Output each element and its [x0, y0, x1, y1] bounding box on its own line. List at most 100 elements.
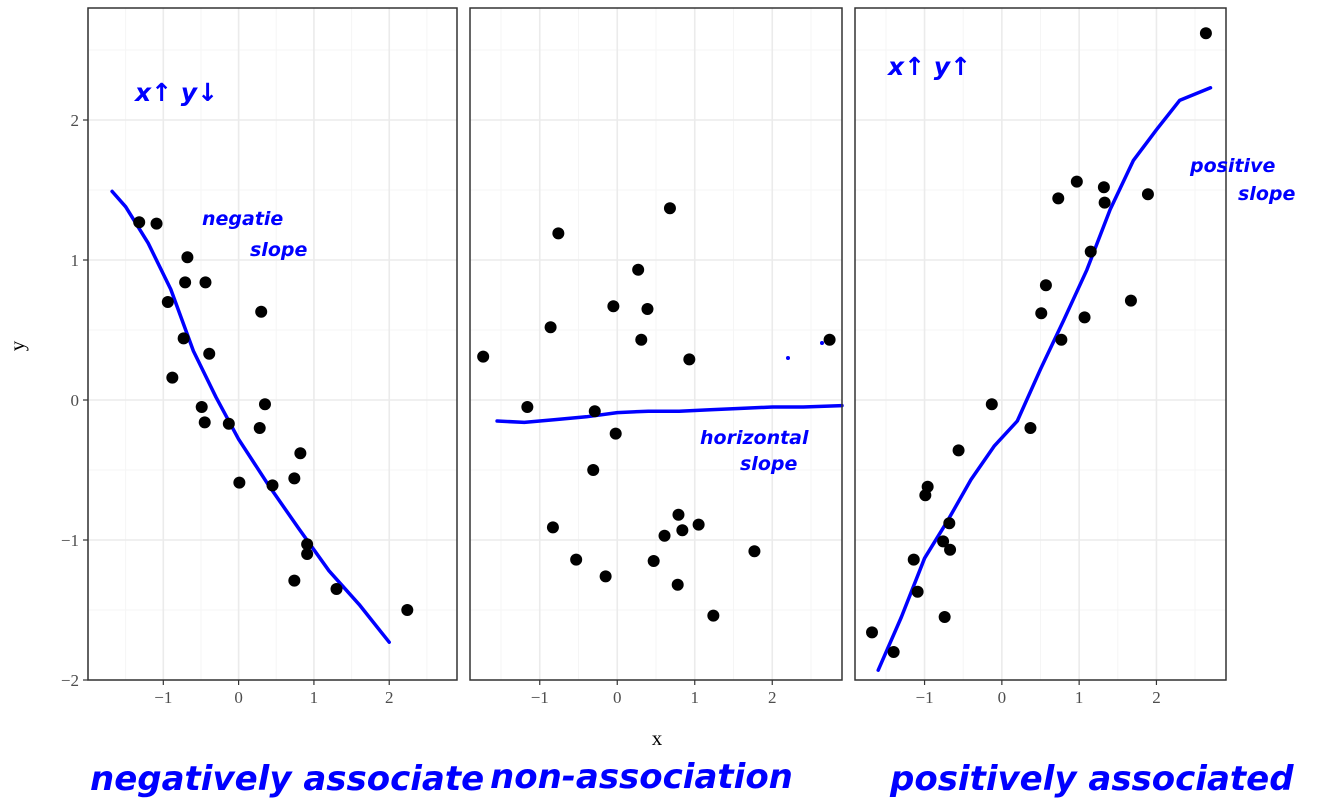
data-point	[635, 333, 648, 346]
data-point	[301, 538, 314, 551]
data-point	[179, 276, 192, 289]
x-tick-label: 0	[613, 688, 622, 707]
data-point	[1097, 181, 1110, 194]
x-tick-label: 1	[691, 688, 700, 707]
y-axis-title: y	[5, 340, 29, 351]
data-point	[887, 646, 900, 658]
trend-line	[495, 403, 844, 425]
data-point	[195, 401, 208, 413]
data-point	[1078, 311, 1091, 324]
trend-line	[876, 86, 1213, 672]
x-tick-label: 2	[1152, 688, 1161, 707]
y-tick-label: −2	[61, 671, 79, 690]
data-point	[166, 371, 179, 384]
data-point	[1055, 333, 1068, 346]
panel-border-middle	[469, 7, 843, 681]
y-tick-label: 0	[71, 391, 80, 410]
data-point	[253, 422, 266, 434]
data-point	[521, 401, 534, 413]
data-point	[866, 626, 879, 639]
x-axis-title: x	[652, 726, 663, 750]
data-point	[952, 444, 965, 457]
x-tick-label: 2	[768, 688, 777, 707]
x-tick-label: 0	[998, 688, 1007, 707]
x-tick-label: 2	[385, 688, 394, 707]
data-point	[288, 472, 301, 485]
y-tick-label: 1	[71, 251, 80, 270]
grid-right	[855, 8, 1226, 681]
data-point	[1039, 279, 1052, 292]
data-point	[707, 609, 720, 622]
data-point	[1098, 196, 1111, 209]
data-point	[632, 263, 645, 276]
x-tick-label: 0	[234, 688, 243, 707]
data-point	[203, 347, 216, 360]
data-point	[609, 427, 622, 440]
data-point	[330, 583, 343, 595]
data-point	[544, 321, 557, 334]
trend-right	[876, 86, 1213, 672]
x-tick-label: 1	[310, 688, 319, 707]
data-point	[177, 332, 190, 345]
annotation-left-slope-1: negatie	[202, 208, 283, 230]
data-point	[150, 217, 163, 230]
data-point	[1141, 188, 1154, 201]
grid-middle	[470, 8, 842, 681]
grid-left	[87, 8, 457, 681]
data-point	[671, 578, 684, 591]
data-point	[663, 202, 676, 215]
panel-positive	[854, 7, 1227, 681]
data-point	[401, 604, 414, 616]
data-point	[1024, 422, 1037, 434]
axis-ticks: −1 0 1 2 −2 −1 0 1 2 −1 0 1 2 −1 0 1 2	[61, 111, 1161, 707]
ink-dot	[820, 341, 824, 345]
data-point	[199, 276, 212, 289]
data-point	[255, 305, 268, 318]
data-point	[233, 476, 246, 489]
annotation-left-slope-2: slope	[250, 239, 307, 261]
x-tick-label: 1	[1075, 688, 1084, 707]
annotation-right-slope-1: positive	[1189, 155, 1275, 177]
annotation-right-bottom: positively associated	[889, 759, 1294, 799]
data-point	[1070, 175, 1083, 188]
y-tick-label: −1	[61, 531, 79, 550]
data-point	[607, 300, 620, 313]
y-tick-label: 2	[71, 111, 80, 130]
data-point	[588, 405, 601, 418]
x-tick-label: −1	[531, 688, 549, 707]
points-middle	[477, 202, 836, 622]
data-point	[546, 521, 559, 534]
data-point	[301, 548, 314, 560]
annotation-left-bottom: negatively associate	[90, 759, 484, 799]
panel-negative	[87, 7, 458, 681]
data-point	[161, 296, 174, 308]
panel-none	[469, 7, 844, 681]
data-point	[477, 350, 490, 363]
data-point	[658, 529, 671, 542]
annotation-right-top: x↑ y↑	[886, 52, 971, 81]
annotation-left-top: x↑ y↓	[133, 78, 218, 107]
annotation-middle-slope-1: horizontal	[700, 427, 809, 449]
points-left	[133, 216, 414, 616]
data-point	[672, 508, 685, 521]
data-point	[748, 545, 761, 558]
annotation-middle-bottom: non-association	[490, 757, 793, 797]
data-point	[676, 524, 689, 537]
data-point	[198, 416, 211, 429]
annotation-middle-slope-2: slope	[740, 453, 797, 475]
data-point	[552, 227, 565, 240]
data-point	[133, 216, 146, 229]
data-point	[937, 535, 950, 548]
data-point	[1199, 27, 1212, 40]
panel-border-left	[87, 7, 458, 681]
trend-middle	[495, 341, 844, 425]
data-point	[222, 417, 235, 430]
data-point	[587, 464, 600, 476]
data-point	[258, 398, 271, 411]
data-point	[938, 611, 951, 623]
data-point	[692, 518, 705, 531]
panel-border-right	[854, 7, 1227, 681]
data-point	[1084, 245, 1097, 258]
data-point	[944, 543, 957, 556]
